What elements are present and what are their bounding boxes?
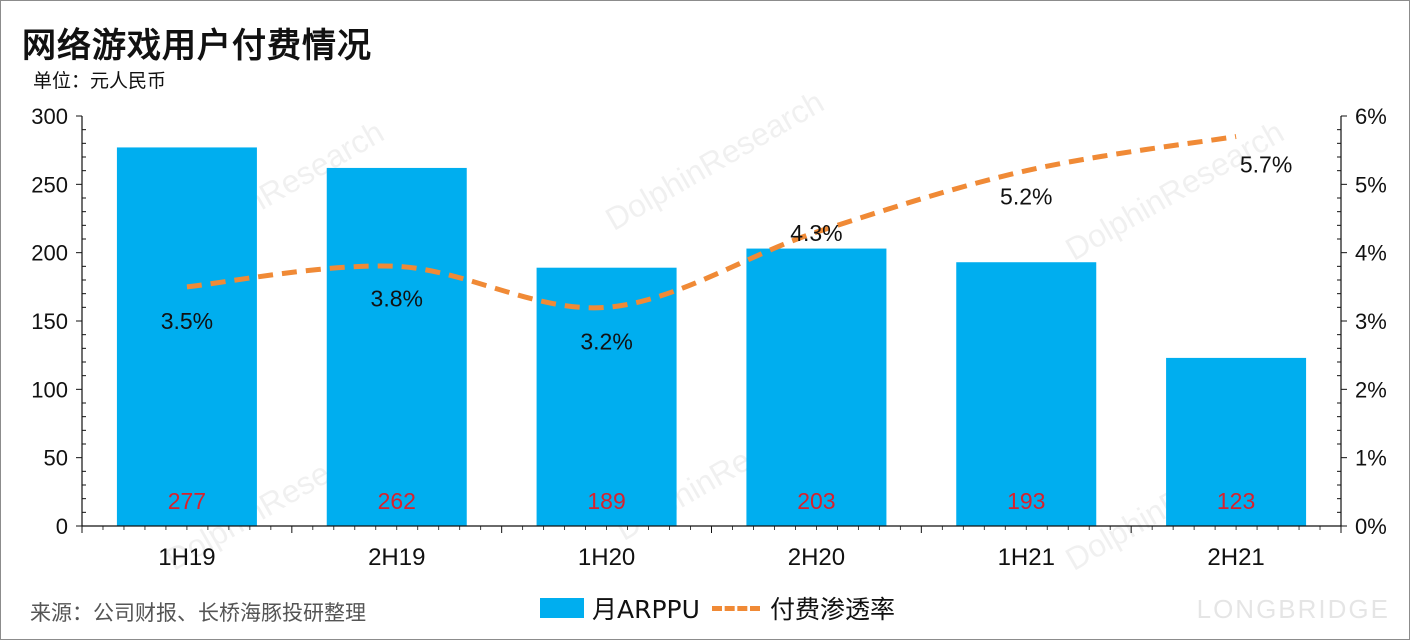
bar-1H20	[536, 267, 677, 526]
y-left-tick-label: 0	[56, 514, 68, 539]
watermark-brand: LONGBRIDGE	[1197, 594, 1390, 624]
y-right-tick-label: 1%	[1355, 446, 1387, 471]
y-left-tick-label: 50	[44, 446, 68, 471]
y-right-tick-label: 6%	[1355, 104, 1387, 129]
bar-2H20	[746, 248, 887, 527]
line-value-label: 5.7%	[1240, 152, 1292, 178]
line-value-label: 5.2%	[1000, 184, 1052, 210]
line-value-label: 3.2%	[580, 328, 632, 354]
bar-1H21	[956, 262, 1097, 526]
bar-value-label: 123	[1217, 488, 1255, 514]
y-right-tick-label: 4%	[1355, 241, 1387, 266]
legend-line-swatch	[711, 605, 760, 611]
y-right-tick-label: 0%	[1355, 514, 1387, 539]
watermark-text: DolphinResearch	[1059, 114, 1290, 268]
legend-bar-label: 月ARPPU	[592, 595, 700, 624]
x-tick-label: 1H20	[578, 544, 635, 571]
bar-value-label: 193	[1007, 488, 1045, 514]
line-value-label: 3.5%	[161, 308, 213, 334]
y-left-tick-label: 100	[31, 377, 68, 402]
y-right-tick-label: 3%	[1355, 309, 1387, 334]
y-left-tick-label: 300	[31, 104, 68, 129]
x-tick-label: 1H19	[158, 544, 215, 571]
legend: 月ARPPU 付费渗透率	[540, 592, 895, 624]
unit-label: 单位：元人民币	[33, 70, 167, 92]
x-tick-label: 2H19	[368, 544, 425, 571]
bar-1H19	[116, 147, 257, 526]
legend-line-label: 付费渗透率	[769, 595, 895, 624]
bar-value-label: 203	[797, 488, 835, 514]
y-right-tick-label: 2%	[1355, 377, 1387, 402]
x-tick-label: 2H21	[1207, 544, 1264, 571]
bar-value-label: 262	[378, 488, 416, 514]
bar-value-label: 277	[168, 488, 206, 514]
line-value-label: 3.8%	[371, 285, 423, 311]
line-value-label: 4.3%	[790, 220, 842, 246]
y-right-tick-label: 5%	[1355, 172, 1387, 197]
chart-title: 网络游戏用户付费情况	[22, 26, 372, 66]
bar-2H21	[1166, 357, 1307, 526]
legend-bar-swatch	[540, 598, 584, 618]
x-tick-label: 1H21	[998, 544, 1055, 571]
line-series-penetration	[186, 134, 1237, 311]
y-left-tick-label: 250	[31, 172, 68, 197]
source-note: 来源：公司财报、长桥海豚投研整理	[30, 601, 366, 625]
bar-value-label: 189	[587, 488, 625, 514]
watermark-text: DolphinResearch	[599, 84, 830, 238]
bar-2H19	[326, 167, 467, 526]
y-left-tick-label: 150	[31, 309, 68, 334]
x-tick-label: 2H20	[788, 544, 845, 571]
y-left-tick-label: 200	[31, 241, 68, 266]
